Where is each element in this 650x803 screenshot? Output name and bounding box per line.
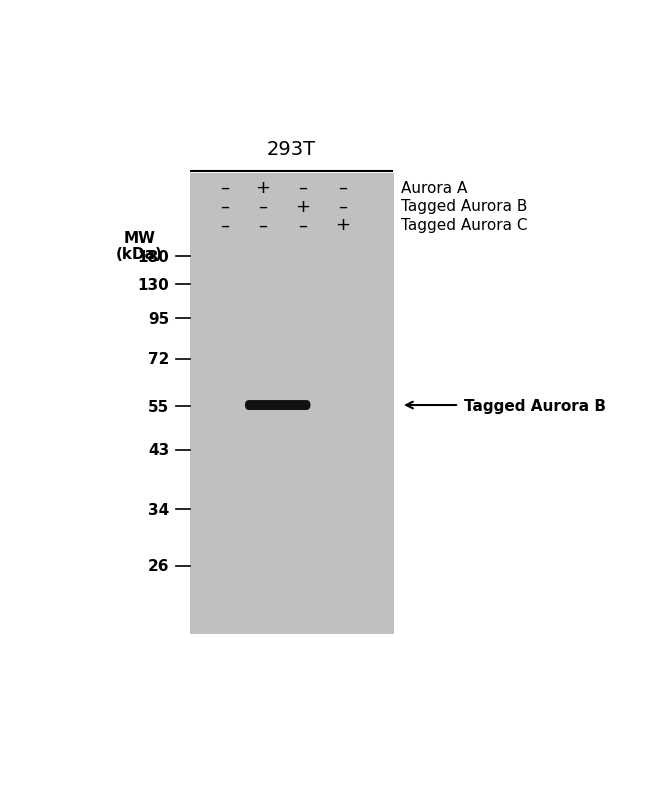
Text: 72: 72 bbox=[148, 352, 170, 367]
FancyBboxPatch shape bbox=[245, 401, 311, 410]
Text: –: – bbox=[298, 216, 307, 234]
Text: Tagged Aurora B: Tagged Aurora B bbox=[401, 199, 528, 214]
Text: –: – bbox=[298, 179, 307, 197]
Text: –: – bbox=[220, 198, 229, 215]
Text: 130: 130 bbox=[138, 278, 170, 292]
Text: 26: 26 bbox=[148, 559, 170, 574]
Text: Aurora A: Aurora A bbox=[401, 181, 467, 195]
Text: +: + bbox=[255, 179, 270, 197]
Text: –: – bbox=[258, 198, 267, 215]
Text: –: – bbox=[338, 198, 346, 215]
Text: 34: 34 bbox=[148, 502, 170, 517]
Text: 43: 43 bbox=[148, 442, 170, 458]
Text: Tagged Aurora C: Tagged Aurora C bbox=[401, 218, 528, 232]
Text: (kDa): (kDa) bbox=[116, 247, 162, 262]
Text: –: – bbox=[338, 179, 346, 197]
Text: Tagged Aurora B: Tagged Aurora B bbox=[464, 398, 606, 413]
Text: –: – bbox=[258, 216, 267, 234]
Text: 95: 95 bbox=[148, 312, 170, 327]
Text: MW: MW bbox=[124, 231, 155, 246]
Text: 55: 55 bbox=[148, 399, 170, 414]
Bar bbox=[190, 173, 393, 634]
Text: +: + bbox=[295, 198, 311, 215]
Text: –: – bbox=[220, 216, 229, 234]
Text: +: + bbox=[335, 216, 350, 234]
Text: –: – bbox=[220, 179, 229, 197]
Text: 180: 180 bbox=[138, 250, 170, 265]
Text: 293T: 293T bbox=[267, 140, 316, 158]
